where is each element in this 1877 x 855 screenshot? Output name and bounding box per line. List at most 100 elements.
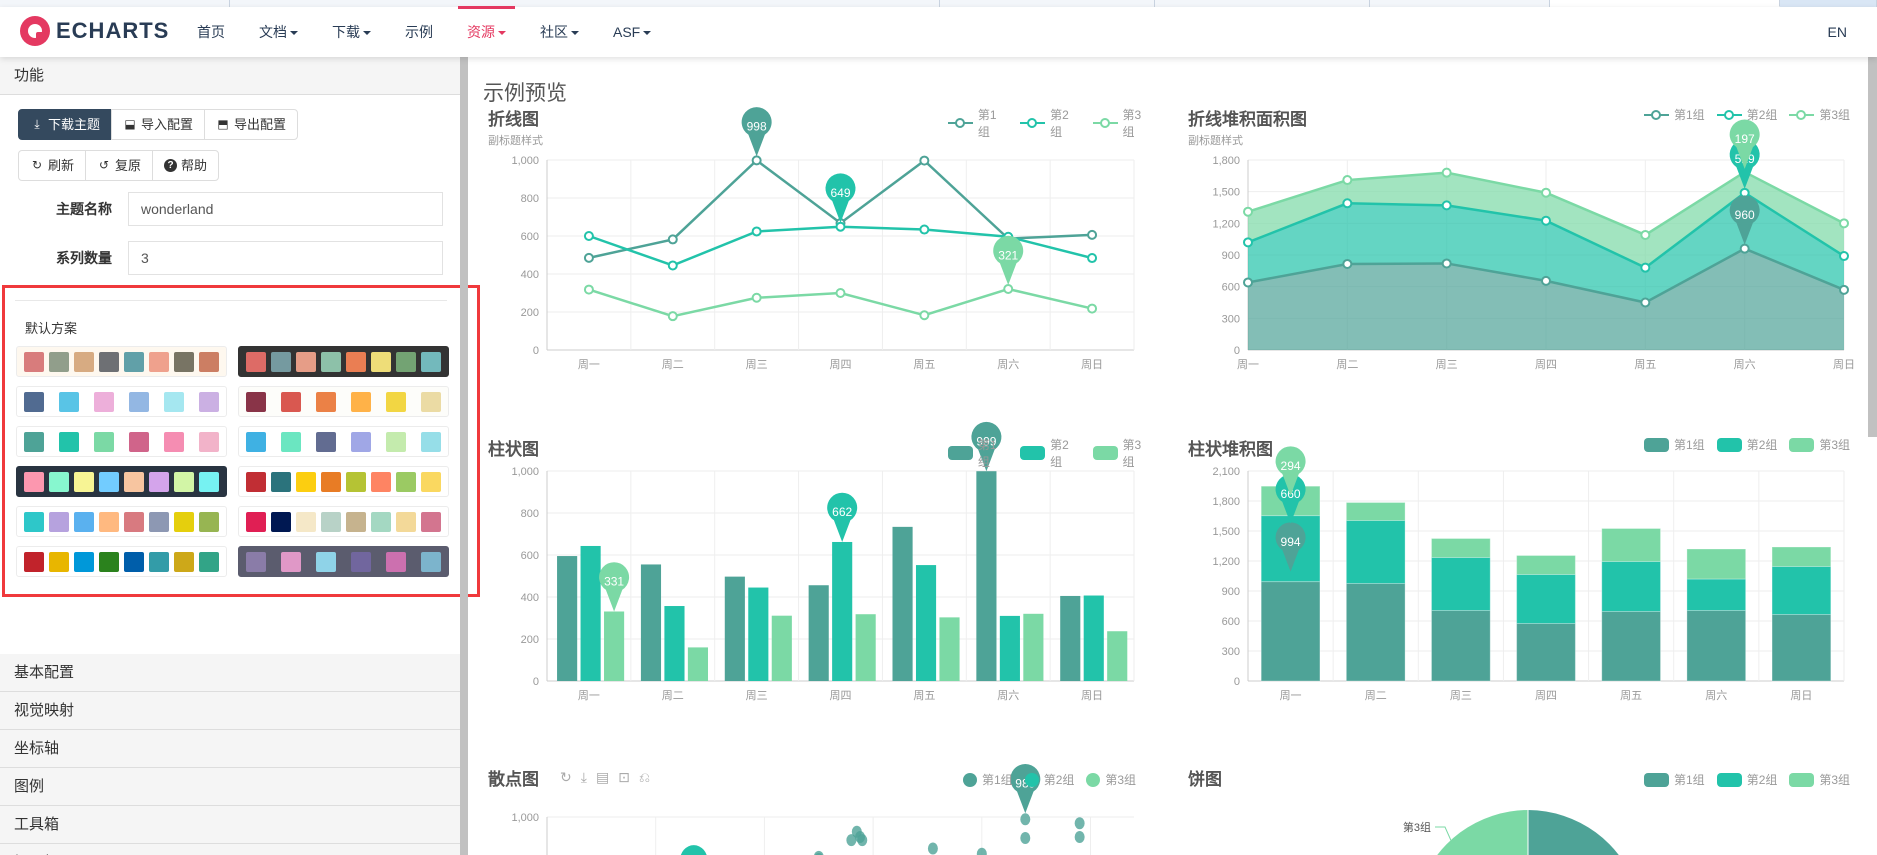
save-image-icon[interactable]: ⤓ [580, 769, 587, 785]
legend-item-2[interactable]: 第2组 [1716, 771, 1777, 788]
browser-tab[interactable] [940, 0, 1155, 7]
color-swatch [49, 511, 69, 532]
accordion-item-5[interactable]: 提示框 [0, 844, 460, 855]
preset-theme-0[interactable] [16, 346, 227, 377]
preset-theme-9[interactable] [238, 506, 449, 537]
browser-tab[interactable] [1370, 0, 1550, 7]
chart-canvas[interactable]: 0 300 600 900 1,200 1,500 1,800 周一 周二 周三 周四 周五 周六 周日 9… [1188, 105, 1868, 405]
theme-name-input[interactable] [128, 192, 443, 226]
svg-text:周四: 周四 [830, 689, 852, 702]
color-swatch [396, 471, 416, 492]
echarts-logo[interactable]: ECHARTS [20, 16, 169, 46]
chart-canvas[interactable]: 0 200 400 600 800 1,000 周一 周二 周三 周四 周五 周六 周日 999 662 33… [488, 421, 1153, 735]
preset-theme-7[interactable] [238, 466, 449, 497]
preview-title: 示例预览 [483, 82, 567, 105]
legend-item-2[interactable]: 第2组 [1716, 436, 1777, 453]
page-scrollbar[interactable] [1868, 57, 1877, 437]
download-button[interactable]: ⤓ 下载主题 [18, 109, 113, 140]
reset-button[interactable]: ↺ 复原 [85, 150, 154, 181]
svg-text:800: 800 [521, 193, 539, 205]
refresh-button[interactable]: ↻ 刷新 [18, 150, 87, 181]
browser-tab[interactable] [1155, 0, 1370, 7]
legend-item-2[interactable]: 第2组 [1020, 106, 1080, 140]
color-swatch [199, 511, 219, 532]
chart-canvas[interactable]: 第3组 [1188, 765, 1868, 855]
svg-text:0: 0 [1234, 345, 1240, 357]
sidebar-scrollbar[interactable] [460, 57, 468, 855]
svg-text:周二: 周二 [662, 689, 684, 702]
accordion-item-4[interactable]: 工具箱 [0, 806, 460, 844]
accordion-item-2[interactable]: 坐标轴 [0, 730, 460, 768]
color-swatch [49, 351, 69, 372]
nav-item-2[interactable]: 下载 [315, 7, 388, 57]
data-view-icon[interactable]: ▤ [595, 769, 610, 785]
nav-item-4[interactable]: 资源 [450, 6, 523, 57]
preset-theme-grid [16, 346, 449, 577]
legend-item-1[interactable]: 第1组 [948, 106, 1008, 140]
legend-item-3[interactable]: 第3组 [1086, 771, 1136, 788]
legend-item-2[interactable]: 第2组 [1716, 106, 1777, 123]
nav-item-1[interactable]: 文档 [242, 7, 315, 57]
svg-text:600: 600 [1222, 616, 1240, 628]
help-button[interactable]: ? 帮助 [152, 150, 220, 181]
preset-theme-11[interactable] [238, 546, 449, 577]
legend-item-1[interactable]: 第1组 [1644, 436, 1705, 453]
caret-down-icon [571, 31, 579, 36]
chart-canvas[interactable]: 0 300 600 900 1,200 1,500 1,800 2,100 周一 周二 周三 周四 周五… [1188, 435, 1868, 735]
legend-item-3[interactable]: 第3组 [1789, 771, 1850, 788]
nav-item-label: 社区 [540, 24, 568, 40]
browser-tab[interactable] [0, 0, 230, 7]
legend-label: 第1组 [1674, 108, 1705, 122]
nav-item-5[interactable]: 社区 [523, 7, 596, 57]
series-count-input[interactable] [128, 241, 443, 275]
legend-item-1[interactable]: 第1组 [1644, 106, 1705, 123]
color-swatch [281, 391, 301, 412]
preset-theme-8[interactable] [16, 506, 227, 537]
browser-tab[interactable] [1550, 0, 1780, 7]
section-title-functions[interactable]: 功能 [0, 57, 460, 95]
nav-item-6[interactable]: ASF [596, 7, 668, 57]
svg-text:1,000: 1,000 [511, 466, 539, 478]
restore-icon[interactable]: ↻ [560, 769, 572, 785]
legend-symbol-icon [1092, 116, 1118, 130]
svg-text:1,200: 1,200 [1212, 556, 1240, 568]
color-swatch [346, 511, 366, 532]
nav-item-0[interactable]: 首页 [180, 7, 242, 57]
accordion-item-0[interactable]: 基本配置 [0, 654, 460, 692]
accordion-item-1[interactable]: 视觉映射 [0, 692, 460, 730]
browser-tab[interactable] [1780, 0, 1877, 7]
svg-text:0: 0 [533, 676, 539, 688]
preset-theme-5[interactable] [238, 426, 449, 457]
nav-item-3[interactable]: 示例 [388, 7, 450, 57]
svg-text:800: 800 [521, 508, 539, 520]
zoom-icon[interactable]: ⊡ [618, 769, 630, 785]
legend-item-1[interactable]: 第1组 [1644, 771, 1705, 788]
chart-canvas[interactable]: 0 200 400 600 800 1,000 周一 周二 周三 周四 周五 周六 周日 998 649 32… [488, 105, 1153, 405]
preset-theme-3[interactable] [238, 386, 449, 417]
button-label: 帮助 [181, 158, 208, 173]
chart-title: 柱状图 [488, 440, 539, 459]
color-swatch [321, 351, 341, 372]
nav-item-label: ASF [613, 24, 641, 40]
preset-theme-6[interactable] [16, 466, 227, 497]
legend-item-1[interactable]: 第1组 [948, 436, 1008, 470]
color-swatch [174, 511, 194, 532]
legend-item-1[interactable]: 第1组 [963, 771, 1013, 788]
preset-theme-10[interactable] [16, 546, 227, 577]
legend-item-3[interactable]: 第3组 [1092, 106, 1153, 140]
legend-item-3[interactable]: 第3组 [1092, 436, 1153, 470]
legend-item-3[interactable]: 第3组 [1789, 436, 1850, 453]
browser-tab[interactable] [230, 0, 940, 7]
import-button[interactable]: ⬓ 导入配置 [111, 109, 206, 140]
preset-theme-4[interactable] [16, 426, 227, 457]
preset-theme-1[interactable] [238, 346, 449, 377]
svg-text:周二: 周二 [662, 358, 684, 371]
legend-item-2[interactable]: 第2组 [1024, 771, 1074, 788]
preset-theme-2[interactable] [16, 386, 227, 417]
legend-item-3[interactable]: 第3组 [1789, 106, 1850, 123]
accordion-item-3[interactable]: 图例 [0, 768, 460, 806]
zoom-back-icon[interactable]: ⎌ [638, 769, 651, 785]
export-button[interactable]: ⬒ 导出配置 [204, 109, 299, 140]
legend-item-2[interactable]: 第2组 [1020, 436, 1080, 470]
language-switch[interactable]: EN [1827, 24, 1847, 40]
